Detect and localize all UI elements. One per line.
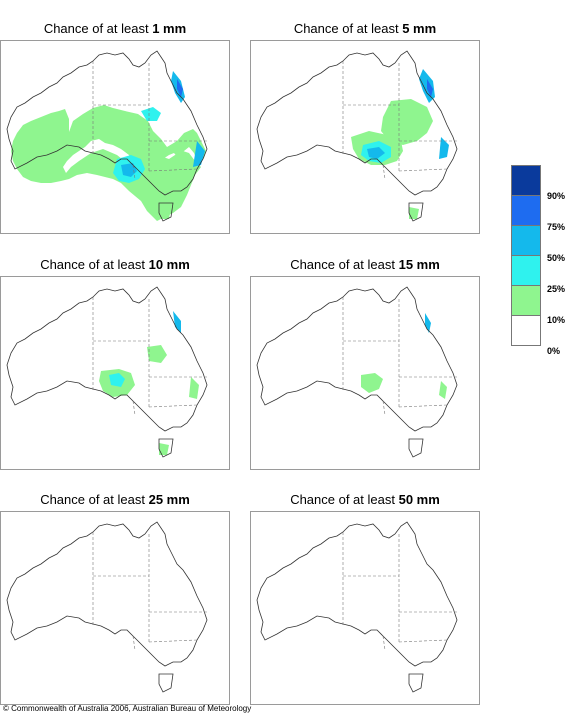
legend-swatch-50 — [511, 225, 541, 256]
title-prefix: Chance of at least — [293, 21, 403, 36]
map-panel-10mm — [0, 276, 230, 470]
title-prefix: Chance of at least — [290, 257, 399, 272]
coastline — [256, 286, 458, 432]
state-border — [382, 635, 386, 651]
tasmania-outline — [408, 673, 424, 693]
legend-swatch-10 — [511, 285, 541, 316]
state-border — [398, 639, 448, 643]
state-border — [398, 168, 448, 172]
coastline — [6, 286, 208, 432]
title-amount: 50 mm — [398, 492, 440, 507]
tasmania-outline — [158, 202, 174, 222]
title-prefix: Chance of at least — [40, 492, 149, 507]
map-panel-15mm — [250, 276, 480, 470]
panel-title-5mm: Chance of at least 5 mm — [250, 21, 480, 36]
tasmania-outline — [158, 438, 174, 458]
legend-label-25: 25% — [547, 284, 566, 294]
panel-title-25mm: Chance of at least 25 mm — [0, 492, 230, 507]
map-panel-50mm — [250, 511, 480, 705]
panel-title-15mm: Chance of at least 15 mm — [250, 257, 480, 272]
copyright-notice: © Commonwealth of Australia 2006, Austra… — [3, 704, 252, 713]
title-amount: 10 mm — [148, 257, 190, 272]
legend-label-0: 0% — [547, 346, 561, 356]
legend-label-50: 50% — [547, 253, 566, 263]
coastline — [256, 50, 458, 196]
state-border — [132, 164, 136, 180]
title-prefix: Chance of at least — [43, 21, 153, 36]
legend-label-90: 90% — [547, 191, 566, 201]
state-border — [398, 404, 448, 408]
state-border — [148, 639, 198, 643]
australia-map — [256, 521, 458, 693]
australia-map — [256, 286, 458, 458]
legend-swatch-90 — [511, 165, 541, 196]
title-amount: 25 mm — [148, 492, 190, 507]
title-prefix: Chance of at least — [290, 492, 399, 507]
tasmania-outline — [158, 673, 174, 693]
australia-map — [6, 50, 208, 222]
map-panel-25mm — [0, 511, 230, 705]
state-border — [132, 635, 136, 651]
coastline — [6, 521, 208, 667]
panel-title-1mm: Chance of at least 1 mm — [0, 21, 230, 36]
legend-swatch-0 — [511, 315, 541, 346]
coastline — [6, 50, 208, 196]
legend-label-75: 75% — [547, 222, 566, 232]
title-amount: 1 mm — [152, 21, 187, 36]
australia-map — [6, 521, 208, 693]
state-border — [148, 404, 198, 408]
map-panel-5mm — [250, 40, 480, 234]
map-panel-1mm — [0, 40, 230, 234]
title-prefix: Chance of at least — [40, 257, 149, 272]
legend-label-10: 10% — [547, 315, 566, 325]
state-border — [132, 400, 136, 416]
title-amount: 15 mm — [398, 257, 440, 272]
panel-title-50mm: Chance of at least 50 mm — [250, 492, 480, 507]
legend-swatch-75 — [511, 195, 541, 226]
australia-map — [256, 50, 458, 222]
coastline — [256, 521, 458, 667]
title-amount: 5 mm — [402, 21, 437, 36]
state-border — [382, 400, 386, 416]
state-border — [148, 168, 198, 172]
panel-title-10mm: Chance of at least 10 mm — [0, 257, 230, 272]
legend-swatch-25 — [511, 255, 541, 286]
state-border — [382, 164, 386, 180]
tasmania-outline — [408, 202, 424, 222]
australia-map — [6, 286, 208, 458]
tasmania-outline — [408, 438, 424, 458]
colour-legend: 90% 75% 50% 25% 10% 0% — [511, 165, 565, 356]
